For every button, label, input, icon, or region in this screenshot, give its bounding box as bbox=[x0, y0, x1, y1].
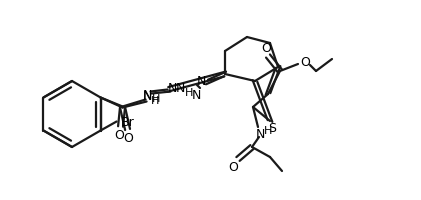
Text: N: N bbox=[176, 82, 185, 95]
Text: O: O bbox=[124, 131, 133, 144]
Text: H: H bbox=[150, 96, 159, 106]
Text: N: N bbox=[143, 90, 152, 102]
Text: O: O bbox=[261, 42, 271, 55]
Text: N: N bbox=[196, 75, 206, 88]
Text: N: N bbox=[143, 89, 152, 101]
Text: O: O bbox=[228, 161, 238, 174]
Text: N: N bbox=[191, 89, 201, 102]
Text: H: H bbox=[152, 94, 160, 104]
Text: O: O bbox=[115, 128, 125, 141]
Text: S: S bbox=[268, 121, 276, 134]
Text: H: H bbox=[185, 88, 193, 98]
Text: N: N bbox=[255, 127, 265, 140]
Text: O: O bbox=[300, 56, 310, 69]
Text: N: N bbox=[168, 82, 177, 95]
Text: Br: Br bbox=[121, 115, 134, 128]
Text: H: H bbox=[264, 125, 272, 135]
